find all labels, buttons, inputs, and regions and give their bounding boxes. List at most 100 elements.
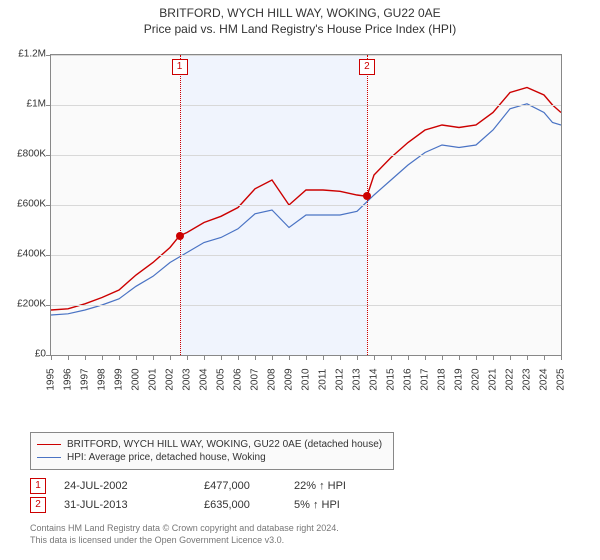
x-axis-label: 2008 xyxy=(267,368,278,390)
y-axis-label: £1M xyxy=(0,99,46,110)
sale-index-box: 2 xyxy=(30,497,46,513)
gridline xyxy=(51,255,561,256)
x-tick xyxy=(119,355,120,360)
x-tick xyxy=(255,355,256,360)
y-axis-label: £0 xyxy=(0,349,46,360)
y-tick xyxy=(46,255,51,256)
x-axis-label: 2016 xyxy=(403,368,414,390)
gridline xyxy=(51,205,561,206)
gridline xyxy=(51,55,561,56)
x-tick xyxy=(357,355,358,360)
x-axis-label: 2012 xyxy=(335,368,346,390)
sale-vline xyxy=(367,55,368,355)
x-axis-label: 2009 xyxy=(284,368,295,390)
x-axis-label: 1997 xyxy=(80,368,91,390)
title-line2: Price paid vs. HM Land Registry's House … xyxy=(0,22,600,36)
x-axis-label: 2007 xyxy=(250,368,261,390)
x-axis-label: 2020 xyxy=(471,368,482,390)
x-tick xyxy=(204,355,205,360)
y-tick xyxy=(46,105,51,106)
sale-dot xyxy=(176,232,184,240)
x-axis-label: 2011 xyxy=(318,369,329,391)
x-tick xyxy=(289,355,290,360)
legend-swatch xyxy=(37,457,61,458)
series-britford xyxy=(51,88,561,311)
x-tick xyxy=(544,355,545,360)
sale-vline xyxy=(180,55,181,355)
chart-container: 1995199619971998199920002001200220032004… xyxy=(0,44,560,394)
x-tick xyxy=(425,355,426,360)
legend-swatch xyxy=(37,444,61,445)
plot-area: 1995199619971998199920002001200220032004… xyxy=(50,54,562,356)
footer-line1: Contains HM Land Registry data © Crown c… xyxy=(30,523,600,535)
x-axis-label: 1999 xyxy=(114,368,125,390)
x-tick xyxy=(340,355,341,360)
sale-index-box: 1 xyxy=(30,478,46,494)
x-axis-label: 2005 xyxy=(216,368,227,390)
gridline xyxy=(51,305,561,306)
sale-row: 231-JUL-2013£635,0005% ↑ HPI xyxy=(30,497,600,513)
x-axis-label: 1996 xyxy=(63,368,74,390)
x-axis-label: 2014 xyxy=(369,368,380,390)
y-tick xyxy=(46,305,51,306)
x-axis-label: 2018 xyxy=(437,368,448,390)
sale-marker-box: 2 xyxy=(359,59,375,75)
x-axis-label: 2025 xyxy=(556,368,567,390)
x-axis-label: 2010 xyxy=(301,368,312,390)
legend-label: HPI: Average price, detached house, Woki… xyxy=(67,452,266,463)
sale-price: £477,000 xyxy=(204,480,294,492)
x-axis-label: 2023 xyxy=(522,368,533,390)
x-axis-label: 2019 xyxy=(454,368,465,390)
legend-label: BRITFORD, WYCH HILL WAY, WOKING, GU22 0A… xyxy=(67,439,382,450)
y-tick xyxy=(46,205,51,206)
x-axis-label: 1995 xyxy=(46,368,57,390)
x-tick xyxy=(170,355,171,360)
x-tick xyxy=(102,355,103,360)
y-tick xyxy=(46,55,51,56)
sale-row: 124-JUL-2002£477,00022% ↑ HPI xyxy=(30,478,600,494)
x-tick xyxy=(51,355,52,360)
x-tick xyxy=(238,355,239,360)
x-tick xyxy=(476,355,477,360)
x-axis-label: 1998 xyxy=(97,368,108,390)
x-axis-label: 2003 xyxy=(182,368,193,390)
x-tick xyxy=(442,355,443,360)
legend-row: BRITFORD, WYCH HILL WAY, WOKING, GU22 0A… xyxy=(37,439,387,450)
x-axis-label: 2000 xyxy=(131,368,142,390)
x-tick xyxy=(221,355,222,360)
x-tick xyxy=(408,355,409,360)
x-tick xyxy=(391,355,392,360)
x-tick xyxy=(187,355,188,360)
x-tick xyxy=(493,355,494,360)
y-axis-label: £1.2M xyxy=(0,49,46,60)
footer-line2: This data is licensed under the Open Gov… xyxy=(30,535,600,547)
x-tick xyxy=(510,355,511,360)
sale-hpi: 5% ↑ HPI xyxy=(294,499,384,511)
x-axis-label: 2022 xyxy=(505,368,516,390)
x-axis-label: 2001 xyxy=(148,368,159,390)
sale-date: 31-JUL-2013 xyxy=(64,499,204,511)
x-axis-label: 2015 xyxy=(386,368,397,390)
title-line1: BRITFORD, WYCH HILL WAY, WOKING, GU22 0A… xyxy=(0,6,600,20)
x-tick xyxy=(527,355,528,360)
legend-row: HPI: Average price, detached house, Woki… xyxy=(37,452,387,463)
y-tick xyxy=(46,155,51,156)
x-tick xyxy=(68,355,69,360)
x-tick xyxy=(272,355,273,360)
y-axis-label: £400K xyxy=(0,249,46,260)
sale-dot xyxy=(363,192,371,200)
x-tick xyxy=(306,355,307,360)
x-tick xyxy=(459,355,460,360)
chart-titles: BRITFORD, WYCH HILL WAY, WOKING, GU22 0A… xyxy=(0,0,600,36)
sales-table: 124-JUL-2002£477,00022% ↑ HPI231-JUL-201… xyxy=(30,478,600,513)
x-tick xyxy=(85,355,86,360)
x-axis-label: 2017 xyxy=(420,368,431,390)
x-axis-label: 2013 xyxy=(352,368,363,390)
x-axis-label: 2006 xyxy=(233,368,244,390)
x-tick xyxy=(323,355,324,360)
gridline xyxy=(51,155,561,156)
x-axis-label: 2024 xyxy=(539,368,550,390)
y-axis-label: £200K xyxy=(0,299,46,310)
y-axis-label: £600K xyxy=(0,199,46,210)
sale-date: 24-JUL-2002 xyxy=(64,480,204,492)
